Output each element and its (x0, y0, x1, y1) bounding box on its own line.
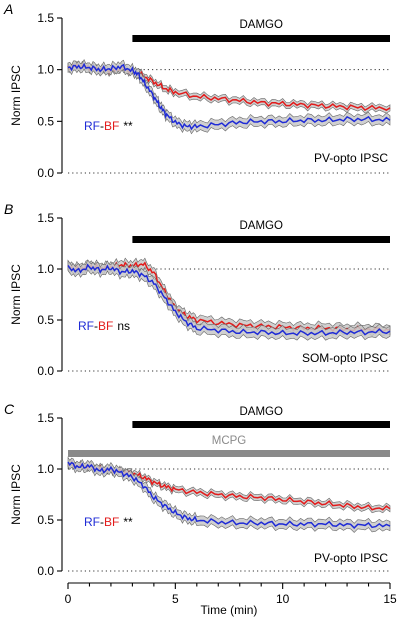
legend-significance: ** (123, 119, 133, 133)
damgo-label: DAMGO (239, 220, 283, 232)
x-tick-label: 0 (65, 592, 72, 606)
legend-dash: - (94, 319, 98, 333)
y-tick-label: 1.5 (37, 411, 54, 425)
y-tick-label: 0.0 (37, 166, 54, 180)
legend-dash: - (100, 119, 104, 133)
y-tick-label: 0.5 (37, 313, 54, 327)
mcpg-bar (68, 450, 390, 457)
damgo-bar (132, 236, 390, 243)
panel-b: B Norm IPSC 0.0 0.5 1.0 1.5 DAMGO RF-BF ns SOM-op… (4, 201, 391, 378)
y-tick-label: 1.0 (37, 262, 54, 276)
legend-rf: RF (84, 119, 100, 133)
rf-trace (67, 62, 391, 131)
legend-bf: BF (98, 319, 113, 333)
y-axis-label: Norm IPSC (9, 264, 23, 325)
panel-letter: A (3, 1, 13, 17)
damgo-label: DAMGO (239, 406, 283, 418)
y-tick-label: 1.5 (37, 211, 54, 225)
y-axis-label: Norm IPSC (9, 464, 23, 525)
y-tick-label: 0.5 (37, 114, 54, 128)
legend-bf: BF (104, 515, 119, 529)
panel-letter: C (4, 401, 15, 417)
legend: RF-BF ** (84, 119, 133, 133)
x-tick-label: 10 (276, 592, 290, 606)
rf-sem-band (67, 259, 391, 341)
panel-letter: B (4, 201, 13, 217)
condition-label: PV-opto IPSC (314, 551, 388, 565)
x-axis-label: Time (min) (201, 603, 258, 617)
mcpg-label: MCPG (212, 435, 247, 447)
condition-label: PV-opto IPSC (314, 151, 388, 165)
x-tick-label: 5 (172, 592, 179, 606)
y-tick-label: 0.0 (37, 564, 54, 578)
rf-trace (67, 263, 391, 337)
legend-dash: - (100, 515, 104, 529)
legend: RF-BF ** (84, 515, 133, 529)
legend: RF-BF ns (78, 319, 130, 333)
legend-bf: BF (104, 119, 119, 133)
y-tick-label: 0.5 (37, 513, 54, 527)
panel-a: A Norm IPSC 0.0 0.5 1.0 1.5 DAMGO RF-BF ** PV-opt… (3, 1, 391, 180)
legend-rf: RF (84, 515, 100, 529)
y-tick-label: 1.5 (37, 11, 54, 25)
rf-sem-band (67, 59, 391, 135)
damgo-label: DAMGO (239, 19, 283, 31)
y-tick-label: 0.0 (37, 364, 54, 378)
condition-label: SOM-opto IPSC (302, 351, 388, 365)
rf-trace (67, 461, 391, 529)
legend-significance: ** (123, 515, 133, 529)
y-tick-label: 1.0 (37, 63, 54, 77)
y-axis-label: Norm IPSC (9, 65, 23, 126)
x-tick-label: 15 (383, 592, 397, 606)
legend-significance: ns (117, 319, 130, 333)
legend-rf: RF (78, 319, 94, 333)
y-tick-label: 1.0 (37, 462, 54, 476)
panel-c: C Norm IPSC 0.0 0.5 1.0 1.5 DAMGO MCPG RF-BF ** PV… (4, 401, 397, 617)
damgo-bar (132, 421, 390, 428)
damgo-bar (132, 35, 390, 42)
